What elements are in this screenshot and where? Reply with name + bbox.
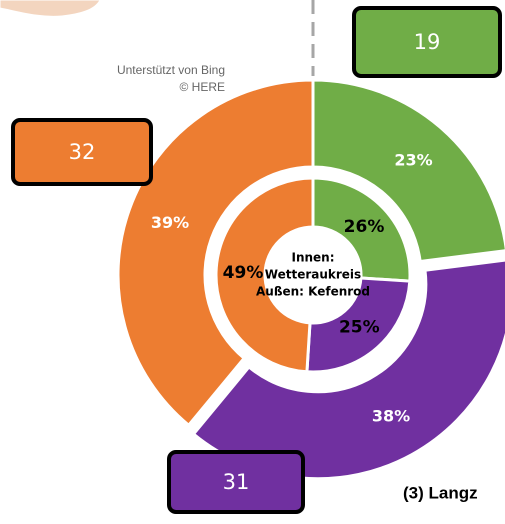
data-label: 49% (223, 263, 264, 283)
donut-slice (214, 176, 315, 374)
callout-box (167, 450, 305, 514)
map-fragment (0, 0, 101, 17)
callout-value: 19 (414, 30, 441, 54)
data-label: 25% (339, 318, 380, 338)
center-label: Außen: Kefenrod (256, 285, 370, 299)
donut-slice (305, 276, 412, 374)
data-label: 38% (372, 406, 410, 425)
caption: (3) Langz (403, 483, 478, 502)
callout-value: 32 (69, 140, 96, 164)
data-label: 26% (344, 217, 385, 237)
center-label: Wetteraukreis (265, 268, 361, 282)
attribution: Unterstützt von Bing (117, 63, 225, 77)
callout-value: 31 (223, 470, 250, 494)
donut-slice (311, 176, 412, 283)
donut-slice (116, 78, 315, 428)
attribution: © HERE (179, 80, 225, 94)
callout-box (352, 6, 502, 78)
data-label: 23% (394, 150, 432, 169)
data-label: 39% (151, 213, 189, 232)
center-label: Innen: (291, 251, 334, 265)
callout-box (11, 118, 153, 186)
